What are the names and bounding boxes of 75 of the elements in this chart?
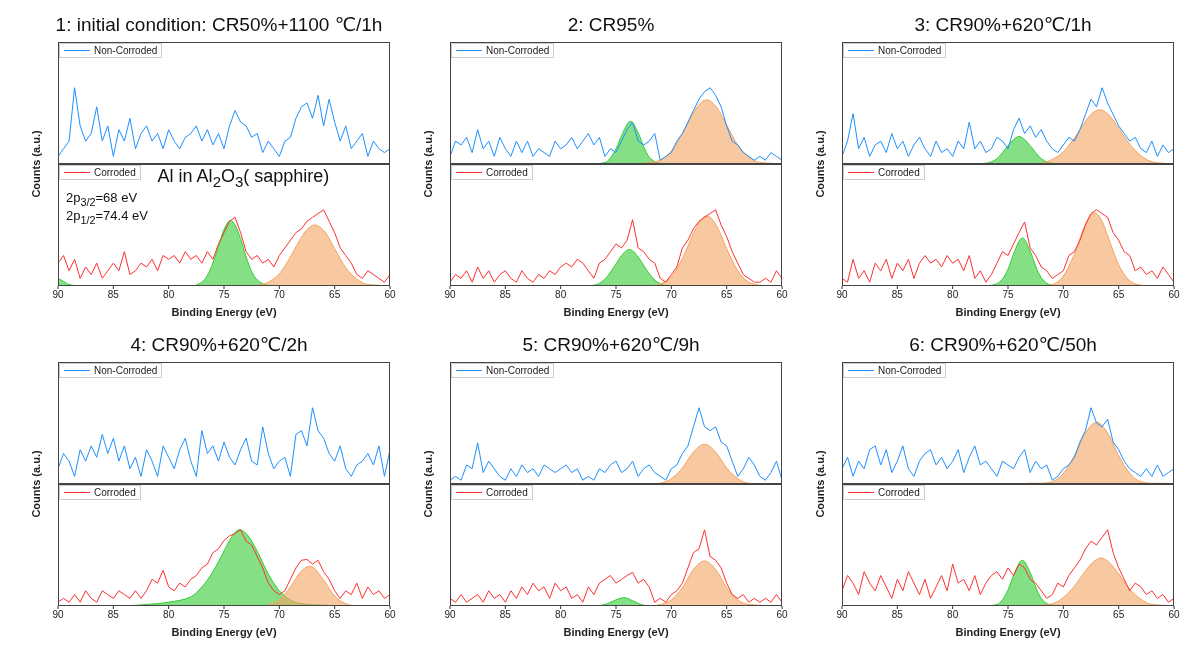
y-axis-title: Counts (a.u.): [422, 450, 434, 518]
legend-label: Corroded: [486, 487, 528, 498]
text: 2p$_{3/2}$=68 eV: [66, 190, 138, 208]
x-axis-title: Binding Energy (eV): [562, 306, 670, 320]
x-tick-label: 85: [107, 289, 120, 301]
x-tick-label: 65: [329, 289, 341, 301]
legend-label: Corroded: [94, 487, 136, 498]
x-tick-label: 60: [776, 609, 788, 621]
x-tick-label: 90: [444, 289, 456, 301]
chart-title: 2: CR95%: [566, 13, 656, 37]
legend-label: Corroded: [878, 167, 920, 178]
annotation: 2p$_{1/2}$=74.4 eV: [66, 208, 148, 226]
x-tick-label: 70: [273, 289, 286, 301]
x-tick-label: 90: [52, 289, 64, 301]
x-tick-label: 85: [499, 289, 512, 301]
x-tick-label: 65: [721, 609, 733, 621]
x-tick-label: 75: [610, 609, 622, 621]
x-tick-label: 90: [52, 609, 64, 621]
y-axis-title: Counts (a.u.): [30, 130, 42, 198]
legend-label: Non-Corroded: [94, 365, 158, 376]
x-axis-title: Binding Energy (eV): [954, 306, 1062, 320]
legend-label: Non-Corroded: [878, 45, 942, 56]
x-tick-label: 75: [218, 289, 230, 301]
x-tick-label: 80: [555, 609, 567, 621]
y-axis-title: Counts (a.u.): [30, 450, 42, 518]
chart-title: 6: CR90%+620℃/50h: [908, 333, 1098, 357]
x-tick-label: 80: [555, 289, 567, 301]
legend-label: Non-Corroded: [878, 365, 942, 376]
x-tick-label: 80: [163, 289, 175, 301]
y-axis-title: Counts (a.u.): [814, 450, 826, 518]
x-tick-label: 80: [947, 609, 959, 621]
legend-label: Corroded: [94, 167, 136, 178]
x-tick-label: 90: [836, 289, 848, 301]
x-tick-label: 70: [273, 609, 286, 621]
chart-title: 1: initial condition: CR50%+1100 ℃/1h: [54, 13, 384, 37]
x-tick-label: 70: [665, 289, 678, 301]
x-tick-label: 60: [384, 289, 396, 301]
y-axis-title: Counts (a.u.): [422, 130, 434, 198]
x-tick-label: 75: [1002, 609, 1014, 621]
chart-title: 3: CR90%+620℃/1h: [913, 13, 1093, 37]
legend-label: Non-Corroded: [486, 365, 550, 376]
x-tick-label: 60: [1168, 609, 1180, 621]
x-tick-label: 75: [1002, 289, 1014, 301]
x-tick-label: 60: [776, 289, 788, 301]
x-tick-label: 85: [891, 609, 904, 621]
chart-title: 5: CR90%+620℃/9h: [521, 333, 701, 357]
y-axis-title: Counts (a.u.): [814, 130, 826, 198]
x-tick-label: 85: [891, 289, 904, 301]
chart-title: 4: CR90%+620℃/2h: [129, 333, 309, 357]
x-tick-label: 75: [610, 289, 622, 301]
x-axis-title: Binding Energy (eV): [170, 626, 278, 640]
x-axis-title: Binding Energy (eV): [562, 626, 670, 640]
legend-label: Non-Corroded: [486, 45, 550, 56]
x-axis-title: Binding Energy (eV): [954, 626, 1062, 640]
legend-label: Corroded: [878, 487, 920, 498]
x-tick-label: 70: [1057, 609, 1070, 621]
x-tick-label: 80: [947, 289, 959, 301]
legend-label: Non-Corroded: [94, 45, 158, 56]
text: Al in Al$_{2}$O$_{3}$( sapphire): [157, 166, 330, 190]
x-tick-label: 70: [1057, 289, 1070, 301]
x-tick-label: 65: [721, 289, 733, 301]
legend-label: Corroded: [486, 167, 528, 178]
x-tick-label: 65: [1113, 289, 1125, 301]
x-tick-label: 90: [836, 609, 848, 621]
x-tick-label: 85: [499, 609, 512, 621]
x-tick-label: 75: [218, 609, 230, 621]
x-tick-label: 70: [665, 609, 678, 621]
x-tick-label: 60: [384, 609, 396, 621]
x-tick-label: 65: [1113, 609, 1125, 621]
x-tick-label: 80: [163, 609, 175, 621]
x-tick-label: 65: [329, 609, 341, 621]
x-tick-label: 60: [1168, 289, 1180, 301]
x-tick-label: 85: [107, 609, 120, 621]
x-tick-label: 90: [444, 609, 456, 621]
x-axis-title: Binding Energy (eV): [170, 306, 278, 320]
